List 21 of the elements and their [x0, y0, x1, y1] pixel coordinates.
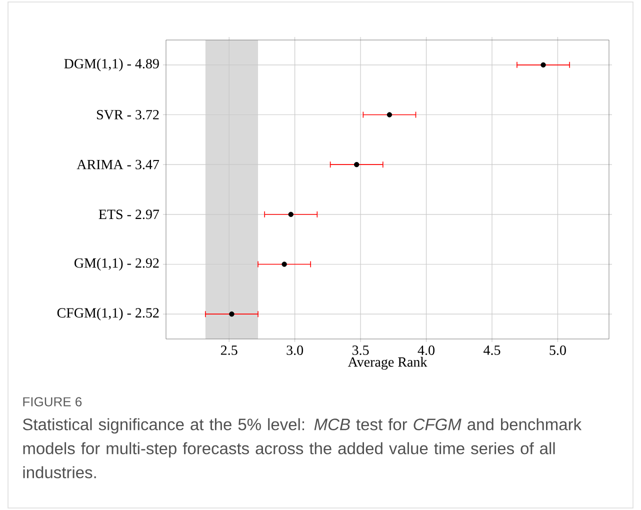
x-tick-label: 3.0 — [286, 346, 304, 356]
y-tick-label: SVR - 3.72 — [97, 110, 159, 120]
x-tick-label: 3.5 — [352, 346, 369, 355]
point — [354, 162, 360, 168]
x-tick-label: 2.5 — [220, 346, 238, 355]
caption: FIGURE 6 — [23, 397, 82, 406]
y-tick-label: ARIMA - 3.47 — [76, 160, 160, 170]
point — [386, 112, 392, 118]
text: Statistical significance at the 5% level: MCB test for CFGM and benchmark models for multi-step forecasts across the added value time series of all industries. — [22, 418, 582, 478]
y-tick-label: ETS - 2.97 — [98, 210, 160, 220]
point — [288, 212, 294, 218]
point — [540, 62, 546, 68]
x-tick-label: 4.5 — [484, 346, 500, 355]
y-tick-label: CFGM(1,1) - 2.52 — [57, 308, 159, 320]
x-axis-title: Average Rank — [348, 356, 428, 370]
point — [229, 311, 234, 317]
x-tick-label: 5.0 — [550, 346, 566, 356]
x-tick-label: 4.0 — [418, 346, 434, 356]
point — [282, 262, 287, 267]
y-tick-label: GM(1,1) - 2.92 — [74, 258, 159, 271]
y-tick-label: DGM(1,1) - 4.89 — [64, 58, 159, 72]
